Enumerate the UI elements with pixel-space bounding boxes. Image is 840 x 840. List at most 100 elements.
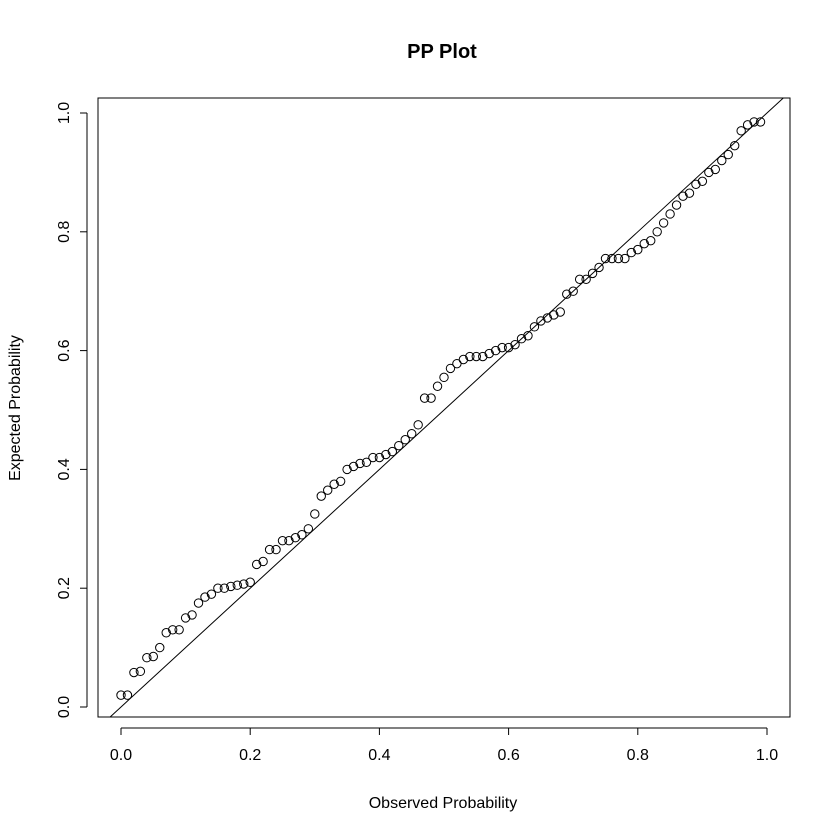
data-point — [148, 651, 159, 662]
data-point — [387, 446, 398, 457]
data-point — [555, 307, 565, 317]
data-point — [335, 476, 346, 486]
data-point — [717, 155, 727, 166]
y-tick-label: 0.4 — [56, 458, 73, 480]
y-tick-label: 0.0 — [56, 696, 73, 718]
data-point — [671, 200, 682, 210]
y-tick-label: 0.6 — [56, 339, 73, 361]
data-point — [316, 491, 326, 501]
data-point — [323, 485, 333, 495]
x-tick-label: 0.2 — [239, 747, 261, 764]
data-point — [439, 372, 449, 383]
data-point — [142, 652, 152, 663]
data-point — [626, 247, 637, 258]
chart-title: PP Plot — [407, 41, 477, 63]
data-point — [219, 583, 230, 593]
data-point — [594, 262, 604, 273]
data-point — [749, 117, 759, 127]
data-point — [581, 274, 591, 285]
data-point — [503, 342, 514, 353]
data-point — [161, 628, 171, 638]
data-point — [723, 149, 733, 160]
data-point — [135, 666, 146, 677]
data-point — [226, 581, 236, 592]
data-point — [600, 253, 611, 264]
data-point — [432, 381, 443, 391]
data-point — [510, 339, 520, 350]
data-point — [646, 236, 656, 246]
y-tick-label: 0.2 — [56, 577, 73, 599]
data-point — [251, 559, 262, 570]
data-point — [297, 530, 307, 540]
y-axis-label: Expected Probability — [7, 335, 24, 481]
data-point — [691, 179, 701, 189]
data-point — [730, 140, 740, 151]
data-point — [613, 253, 624, 264]
data-point — [187, 610, 197, 620]
data-point — [129, 667, 139, 678]
y-tick-label: 1.0 — [56, 102, 73, 124]
data-point — [549, 310, 559, 320]
data-point — [310, 509, 320, 519]
data-point — [213, 583, 223, 593]
data-point — [400, 435, 410, 445]
data-point — [271, 544, 281, 555]
data-point — [200, 592, 210, 602]
data-point — [174, 625, 184, 635]
data-point — [465, 351, 475, 362]
data-point — [445, 363, 456, 374]
data-point — [755, 117, 766, 127]
data-point — [329, 479, 339, 489]
data-point — [193, 598, 204, 608]
data-point — [658, 218, 669, 228]
data-point — [458, 354, 469, 365]
x-tick-label: 0.4 — [368, 747, 390, 764]
data-point — [245, 577, 255, 587]
data-point — [607, 253, 617, 264]
x-axis-label: Observed Probability — [369, 795, 518, 812]
data-point — [116, 690, 126, 700]
data-point — [478, 351, 488, 362]
data-point — [381, 449, 391, 460]
data-point — [348, 461, 359, 472]
data-point — [568, 286, 578, 296]
data-point — [633, 244, 643, 255]
data-point — [167, 625, 178, 635]
data-point — [665, 209, 675, 219]
data-point — [484, 348, 494, 359]
data-point — [290, 533, 301, 543]
x-tick-label: 1.0 — [756, 747, 778, 764]
y-tick-label: 0.8 — [56, 221, 73, 243]
data-point — [516, 334, 527, 344]
data-point — [678, 191, 688, 201]
data-point — [704, 167, 714, 178]
data-point — [407, 429, 417, 439]
data-point — [239, 579, 249, 589]
data-point — [374, 452, 385, 463]
data-point — [562, 289, 572, 299]
x-tick-label: 0.6 — [497, 747, 519, 764]
x-tick-label: 0.0 — [110, 747, 132, 764]
x-tick-label: 0.8 — [627, 747, 649, 764]
data-point — [413, 420, 423, 430]
data-point — [368, 452, 378, 463]
data-point — [155, 642, 165, 653]
data-point — [232, 580, 242, 590]
data-point — [122, 690, 133, 700]
data-point — [497, 342, 507, 353]
data-point — [639, 238, 649, 249]
data-point — [180, 613, 191, 623]
data-point — [419, 393, 430, 403]
plot-area: 0.0 0.2 0.4 0.6 0.8 1.0 0.0 0.2 0.4 0.6 0.8 1.0 — [56, 97, 791, 764]
data-point — [394, 440, 404, 451]
data-point — [542, 313, 553, 323]
data-point — [284, 535, 294, 546]
data-point — [710, 164, 721, 175]
data-point — [587, 268, 598, 279]
data-point — [426, 393, 436, 403]
data-point — [490, 345, 501, 356]
data-point — [697, 176, 708, 187]
data-point — [536, 316, 546, 326]
